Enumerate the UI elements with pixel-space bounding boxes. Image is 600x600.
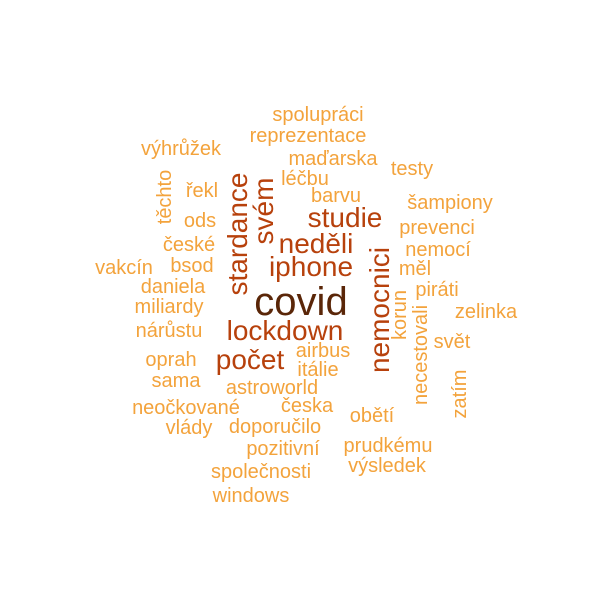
word-vysledek: výsledek [348,455,426,477]
word-vyhruzek: výhrůžek [140,138,222,160]
word-madarska: maďarska [288,148,378,170]
word-mel: měl [398,258,432,280]
word-spolupraci: spolupráci [272,104,364,126]
word-sama: sama [151,370,201,392]
word-zelinka: zelinka [454,301,518,323]
word-svet: svět [433,331,471,353]
word-pocet: počet [215,344,285,375]
word-testy: testy [390,158,434,180]
word-iphone: iphone [268,251,354,282]
word-prevenci: prevenci [399,217,475,239]
word-windows: windows [212,485,290,507]
word-ceske: české [162,234,216,256]
word-reprezentace: reprezentace [249,125,367,147]
word-spolecnosti: společnosti [210,461,312,483]
word-svem: svém [248,177,279,245]
word-vakcin: vakcín [95,257,153,279]
word-nedeli: neděli [278,228,354,259]
word-nemoci: nemocí [405,239,471,261]
word-airbus: airbus [295,340,351,362]
word-ceska: česka [280,395,334,417]
word-sampiony: šampiony [407,192,493,214]
word-daniela: daniela [140,276,206,298]
word-prudkemu: prudkému [343,435,433,457]
word-astroworld: astroworld [225,377,319,399]
word-korun: korun [389,289,411,341]
word-doporucilo: doporučilo [228,416,322,438]
word-rekl: řekl [185,180,219,202]
word-lockdown: lockdown [226,315,344,346]
word-pozitivni: pozitivní [246,438,320,460]
word-obeti: obětí [349,405,395,427]
word-miliardy: miliardy [134,296,204,318]
word-lecbu: léčbu [281,168,329,190]
word-bsod: bsod [170,255,214,277]
word-pirati: piráti [415,279,459,301]
word-neockovane: neočkované [132,397,240,419]
word-barvu: barvu [310,185,362,207]
word-covid: covid [254,280,348,324]
word-narustu: nárůstu [135,320,203,342]
word-studie: studie [307,202,383,233]
word-italie: itálie [297,359,339,381]
word-vlady: vlády [165,417,213,439]
word-techto: těchto [154,169,176,225]
word-ods: ods [183,210,217,232]
word-oprah: oprah [145,349,197,371]
word-necestovali: necestovali [410,304,432,406]
word-zatim: zatím [449,369,471,419]
